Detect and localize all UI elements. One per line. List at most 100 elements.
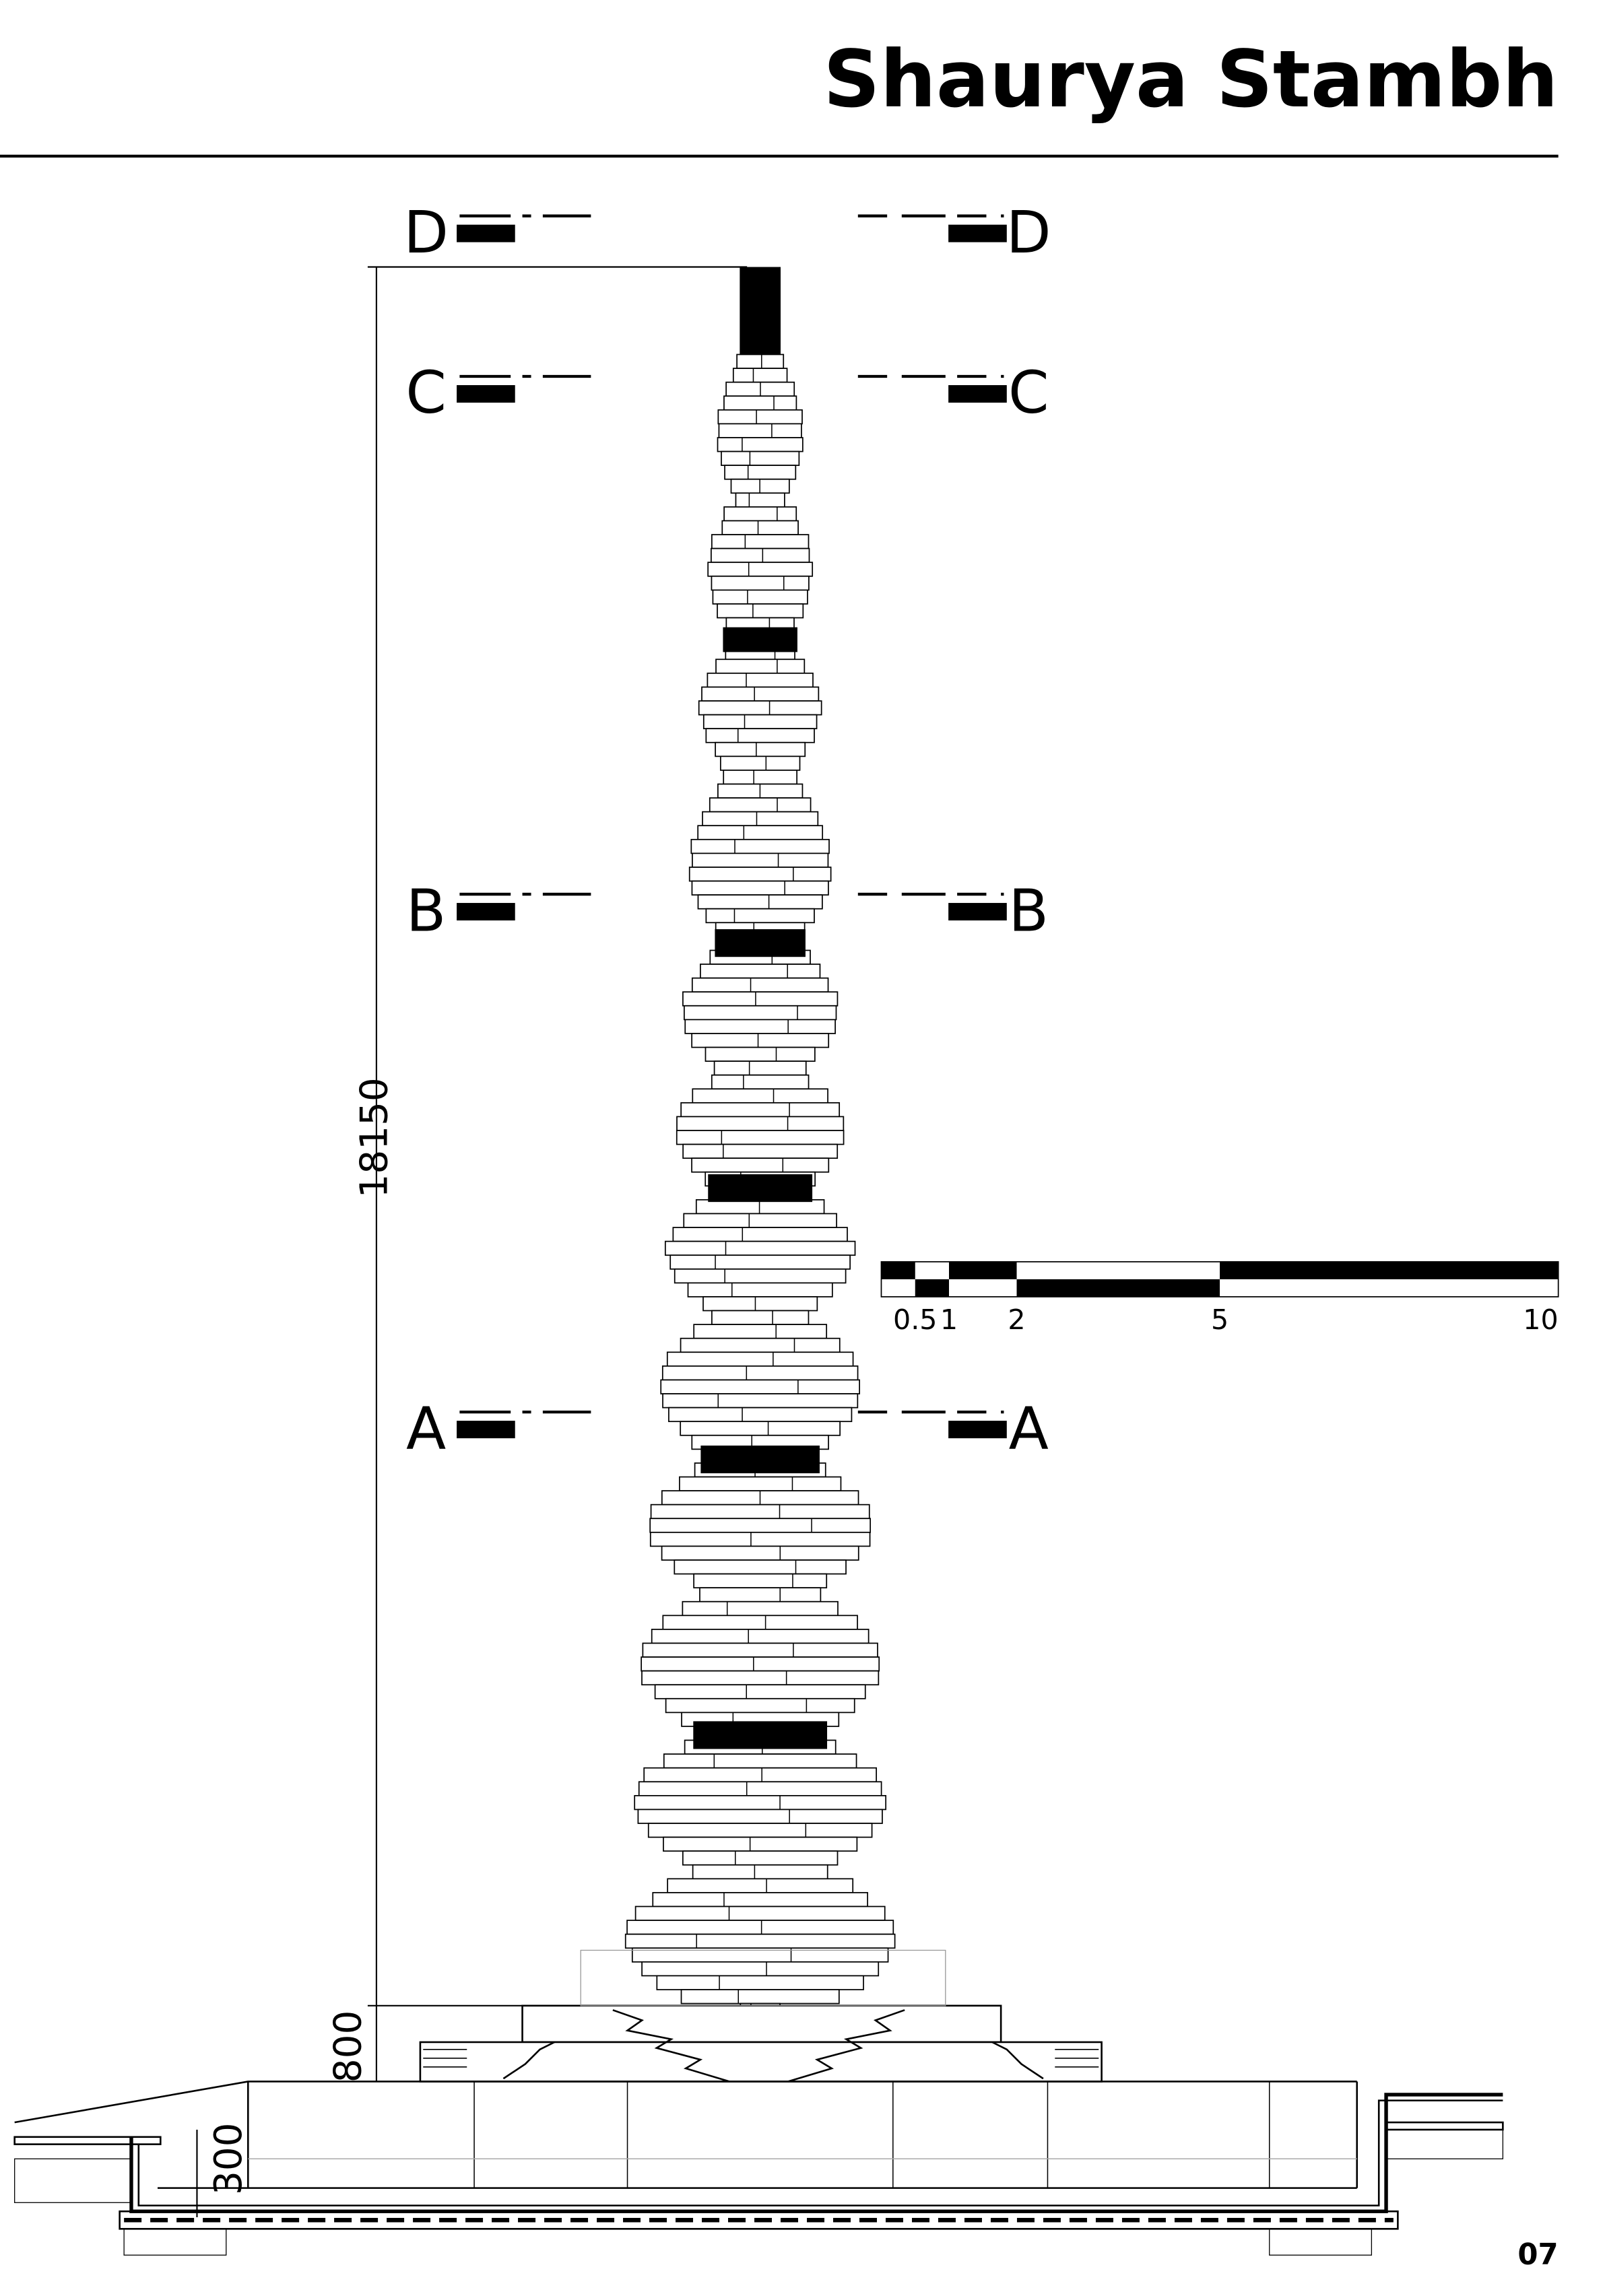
tower-course xyxy=(656,1975,864,1990)
tower-course xyxy=(702,811,819,827)
tower-course xyxy=(721,520,799,535)
scale-segment xyxy=(1016,1279,1220,1297)
tower-course xyxy=(651,1629,870,1644)
base xyxy=(13,1949,1504,2256)
tower-course xyxy=(682,1143,839,1159)
section-markers: D D C C B B A A xyxy=(403,199,1051,1462)
tower-band xyxy=(708,1174,813,1203)
cut-arrow xyxy=(457,224,515,242)
tower-course xyxy=(707,672,814,688)
tower-course xyxy=(707,562,814,577)
tower-course xyxy=(652,1892,868,1907)
tower-course xyxy=(661,1545,859,1561)
tower-course xyxy=(702,714,818,730)
tower-course xyxy=(682,991,839,1007)
tower-course xyxy=(723,506,797,522)
tower-course xyxy=(683,1213,837,1228)
tower-course xyxy=(676,1116,845,1131)
tower-course xyxy=(662,1393,859,1409)
tower-course xyxy=(690,838,830,854)
tower-course xyxy=(682,1600,839,1617)
tower-course xyxy=(682,1850,839,1866)
tower-course xyxy=(735,492,785,508)
scale-label: 1 xyxy=(940,1304,958,1336)
tower-course xyxy=(692,852,829,868)
dimension-height: 18150 xyxy=(353,1077,397,1198)
tower-course xyxy=(624,1933,896,1949)
tower-course xyxy=(702,1296,818,1312)
section-label: D xyxy=(1006,199,1051,267)
cut-arrow xyxy=(948,903,1007,921)
cut-arrow xyxy=(457,384,515,403)
cut-arrow xyxy=(948,224,1007,242)
tower-course xyxy=(676,1130,845,1145)
cut-arrow xyxy=(948,384,1007,403)
tower-course xyxy=(712,589,808,605)
scale-bar: 0.5 1 2 5 10 xyxy=(880,1261,1559,1336)
tower-course xyxy=(715,741,806,757)
tower-course xyxy=(647,1823,873,1838)
tower-course xyxy=(701,686,820,702)
tower-course xyxy=(711,547,810,564)
tower-course xyxy=(660,1379,860,1394)
scale-segment xyxy=(1220,1261,1559,1279)
tower-course xyxy=(713,1060,807,1076)
tower-course xyxy=(680,1337,841,1353)
scale-label: 10 xyxy=(1523,1304,1558,1336)
scale-label: 0.5 xyxy=(893,1304,937,1336)
cut-arrow xyxy=(457,1421,515,1439)
scale-segment xyxy=(915,1279,950,1297)
tower-course xyxy=(709,797,812,813)
tower-course xyxy=(692,1864,828,1880)
tower-course xyxy=(691,1033,830,1048)
tower-course xyxy=(691,977,829,993)
tower-course xyxy=(650,1504,870,1520)
tower-course xyxy=(723,770,798,785)
tower-course xyxy=(691,880,829,896)
tower-course xyxy=(693,1573,828,1589)
title: Shaurya Stambh xyxy=(823,33,1558,125)
tower-course xyxy=(711,1074,810,1090)
tower-course xyxy=(698,700,822,716)
tower-course xyxy=(711,1310,810,1325)
tower-course xyxy=(638,1781,882,1796)
tower-course xyxy=(680,1421,841,1436)
tower-course xyxy=(661,1365,859,1381)
tower-course xyxy=(654,1684,866,1699)
page-number: 07 xyxy=(1517,2238,1558,2272)
cut-arrow xyxy=(948,1421,1007,1439)
tower-course xyxy=(641,1670,880,1686)
tower-course xyxy=(649,1518,872,1533)
section-label: A xyxy=(1009,1395,1049,1462)
tower-band xyxy=(740,267,781,355)
tower xyxy=(624,267,896,2019)
tower-course xyxy=(626,1920,894,1935)
tower-course xyxy=(664,1240,856,1256)
tower-course xyxy=(711,534,810,549)
scale-label: 2 xyxy=(1008,1304,1025,1336)
tower-course xyxy=(641,1656,880,1672)
tower-band xyxy=(693,1721,828,1749)
tower-course xyxy=(637,1809,883,1824)
tower-course xyxy=(669,1254,851,1270)
section-label: A xyxy=(406,1395,446,1462)
scale-segment xyxy=(881,1261,915,1279)
tower-course xyxy=(721,450,800,467)
tower-course xyxy=(724,465,797,480)
tower-course xyxy=(642,1642,878,1658)
tower-course xyxy=(717,409,803,425)
tower-band xyxy=(715,929,806,957)
tower-course xyxy=(665,1697,855,1714)
tower-course xyxy=(719,755,801,771)
section-label: B xyxy=(406,877,446,945)
dimension-plinth: 800 xyxy=(327,2011,370,2083)
tower-course xyxy=(705,1046,816,1062)
tower-course xyxy=(688,867,832,882)
tower-course xyxy=(687,1282,833,1297)
tower-course xyxy=(667,1878,854,1893)
tower-course xyxy=(697,894,823,910)
tower-course xyxy=(663,1753,857,1769)
tower-course xyxy=(662,1615,858,1630)
tower-course xyxy=(684,1019,836,1034)
